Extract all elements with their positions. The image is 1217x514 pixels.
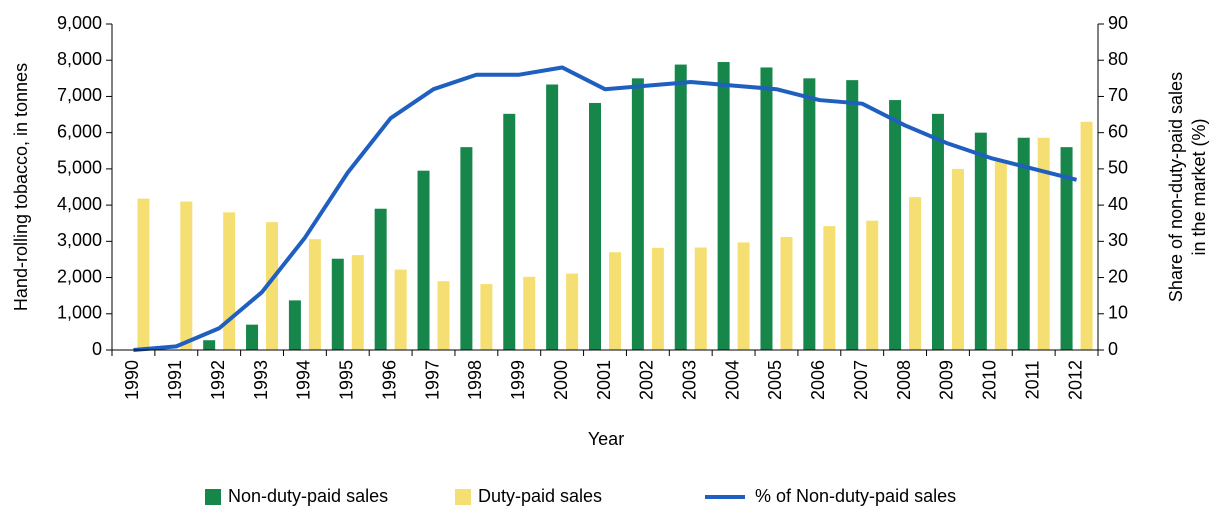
y-tick-label: 6,000 (57, 121, 102, 141)
bar (631, 78, 644, 350)
bar (546, 84, 559, 350)
bar (1080, 121, 1093, 350)
x-tick-label: 2005 (765, 360, 785, 400)
x-tick-label: 1995 (337, 360, 357, 400)
bar (203, 340, 216, 350)
legend-swatch (205, 489, 221, 505)
y2-tick-label: 30 (1108, 230, 1128, 250)
bar (994, 161, 1007, 350)
bar (1017, 137, 1030, 350)
bar (374, 208, 387, 350)
legend-label: Non-duty-paid sales (228, 486, 388, 506)
bar (866, 220, 879, 350)
bar (266, 222, 279, 350)
bar (609, 252, 621, 350)
x-tick-label: 1992 (208, 360, 228, 400)
x-tick-label: 2003 (679, 360, 699, 400)
legend-swatch (455, 489, 471, 505)
bar (137, 198, 150, 350)
bar (823, 226, 836, 350)
bar (846, 80, 859, 351)
x-tick-label: 2010 (980, 360, 1000, 400)
y-tick-label: 3,000 (57, 230, 102, 250)
y-tick-label: 8,000 (57, 49, 102, 69)
x-tick-label: 1997 (422, 360, 442, 400)
y2-tick-label: 40 (1108, 194, 1128, 214)
bar (417, 170, 430, 350)
bar (180, 201, 193, 350)
x-tick-label: 2002 (637, 360, 657, 400)
bar (717, 62, 730, 351)
y2-tick-label: 0 (1108, 339, 1118, 359)
x-tick-label: 2004 (722, 360, 742, 400)
y-tick-label: 4,000 (57, 194, 102, 214)
x-tick-label: 1993 (251, 360, 271, 400)
line-series (133, 65, 1078, 352)
y2-tick-label: 50 (1108, 158, 1128, 178)
x-tick-label: 2006 (808, 360, 828, 400)
x-tick-label: 1994 (294, 360, 314, 400)
bar (889, 100, 902, 350)
bar (437, 281, 450, 350)
y-tick-label: 7,000 (57, 85, 102, 105)
x-tick-label: 2007 (851, 360, 871, 400)
x-tick-label: 1990 (122, 360, 142, 400)
bar (674, 64, 687, 351)
bar (931, 113, 944, 350)
bar (780, 236, 793, 350)
x-tick-label: 1991 (165, 360, 185, 400)
bar (909, 197, 922, 350)
bar (1037, 137, 1050, 350)
x-tick-label: 1999 (508, 360, 528, 400)
y-axis-title: Hand-rolling tobacco, in tonnes (11, 63, 31, 311)
legend-label: Duty-paid sales (478, 486, 602, 506)
bar (589, 102, 601, 350)
bar (760, 67, 773, 350)
y2-tick-label: 90 (1108, 13, 1128, 33)
y2-tick-label: 10 (1108, 303, 1128, 323)
y2-axis-title: Share of non-duty-paid sales (1166, 72, 1186, 302)
y-tick-label: 1,000 (57, 303, 102, 323)
x-tick-label: 2008 (894, 360, 914, 400)
y-tick-label: 5,000 (57, 158, 102, 178)
y2-axis-title: in the market (%) (1189, 118, 1209, 255)
x-tick-label: 2011 (1022, 361, 1042, 400)
bar (223, 212, 236, 350)
y-tick-label: 2,000 (57, 266, 102, 286)
y2-tick-label: 60 (1108, 121, 1128, 141)
x-tick-label: 1996 (379, 360, 399, 400)
bar (737, 242, 750, 350)
x-tick-label: 2000 (551, 360, 571, 400)
bar (351, 255, 364, 350)
x-tick-label: 2009 (937, 360, 957, 400)
x-tick-label: 1998 (465, 360, 485, 400)
bar (460, 147, 473, 350)
legend-label: % of Non-duty-paid sales (755, 486, 956, 506)
bar (523, 276, 536, 350)
y2-tick-label: 80 (1108, 49, 1128, 69)
y-tick-label: 0 (92, 339, 102, 359)
bar (694, 247, 707, 350)
x-axis-title: Year (588, 429, 624, 449)
bar (308, 239, 321, 350)
bar (1060, 147, 1073, 350)
bar (566, 273, 579, 350)
x-tick-label: 2012 (1065, 360, 1085, 400)
bar (288, 300, 301, 350)
bar (246, 324, 259, 350)
bar (331, 258, 344, 350)
y2-tick-label: 20 (1108, 266, 1128, 286)
bar (803, 78, 816, 350)
y2-tick-label: 70 (1108, 85, 1128, 105)
y-tick-label: 9,000 (57, 13, 102, 33)
bar (651, 247, 664, 350)
bar (394, 269, 407, 350)
bar (480, 284, 493, 350)
x-tick-label: 2001 (594, 360, 614, 400)
bar (503, 113, 516, 350)
bar (951, 168, 964, 350)
bar (974, 132, 987, 350)
